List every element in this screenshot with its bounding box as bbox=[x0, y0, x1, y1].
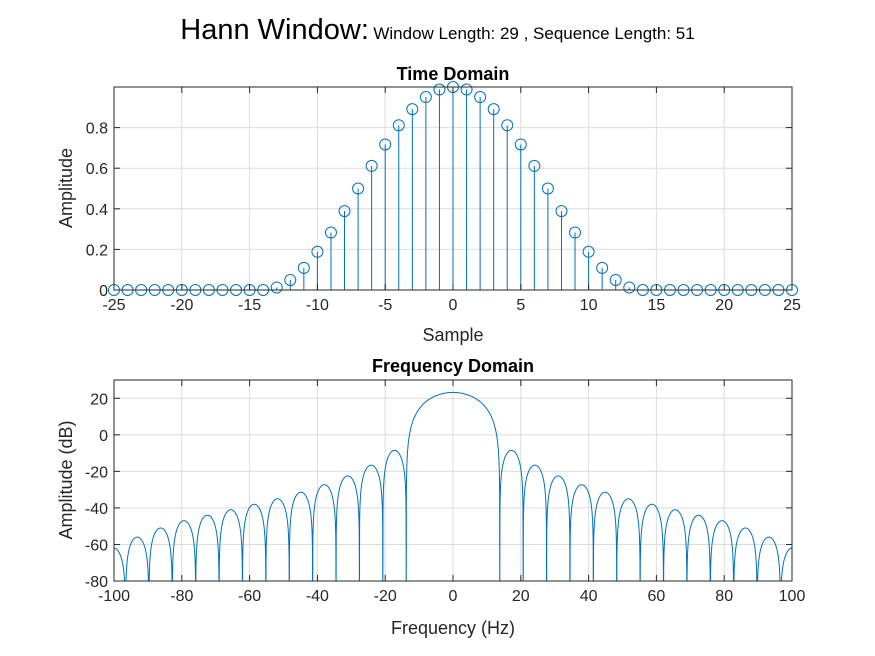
stem-marker bbox=[460, 83, 473, 96]
time-domain-xtick-label: -25 bbox=[102, 297, 125, 314]
frequency-domain-ytick-label: -60 bbox=[85, 537, 108, 554]
time-domain-ytick-label: 0.4 bbox=[86, 202, 108, 219]
time-domain-stems bbox=[108, 81, 798, 296]
frequency-domain-xtick-label: 60 bbox=[648, 588, 666, 605]
stem-marker bbox=[514, 138, 527, 151]
frequency-domain-xtick-label: -20 bbox=[374, 588, 397, 605]
stem-marker bbox=[474, 91, 487, 104]
stem-marker bbox=[596, 261, 609, 274]
frequency-domain-xtick-label: 20 bbox=[512, 588, 530, 605]
stem-marker bbox=[541, 182, 554, 195]
time-domain-xlabel: Sample bbox=[422, 325, 483, 345]
frequency-domain-line bbox=[114, 391, 792, 581]
frequency-domain-ytick-label: -80 bbox=[85, 574, 108, 591]
stem-marker bbox=[406, 103, 419, 116]
frequency-domain-xtick-label: -100 bbox=[98, 588, 130, 605]
frequency-domain-ytick-label: -40 bbox=[85, 501, 108, 518]
stem-marker bbox=[569, 226, 582, 239]
time-domain-ytick-label: 0 bbox=[99, 283, 108, 300]
stem-marker bbox=[555, 205, 568, 218]
stem-marker bbox=[311, 245, 324, 258]
stem-marker bbox=[392, 119, 405, 132]
frequency-domain-ticks: -100 -80 -60 -40 -20 0 20 40 60 80 100-80-60-40-20… bbox=[85, 380, 806, 605]
time-domain-xtick-label: 0 bbox=[449, 297, 458, 314]
time-domain-xtick-label: -5 bbox=[378, 297, 392, 314]
stem-marker bbox=[284, 273, 297, 286]
stem-marker bbox=[379, 138, 392, 151]
frequency-domain-xtick-label: -40 bbox=[306, 588, 329, 605]
frequency-domain-xtick-label: 0 bbox=[449, 588, 458, 605]
frequency-domain-grid bbox=[113, 380, 793, 582]
stem-marker bbox=[433, 83, 446, 96]
time-domain-xtick-label: 25 bbox=[783, 297, 801, 314]
frequency-domain-xlabel: Frequency (Hz) bbox=[391, 618, 515, 638]
frequency-domain-xtick-label: -60 bbox=[238, 588, 261, 605]
time-domain-xtick-label: -20 bbox=[170, 297, 193, 314]
frequency-domain-xtick-label: 40 bbox=[580, 588, 598, 605]
frequency-domain-xtick-label: -80 bbox=[170, 588, 193, 605]
time-domain-ytick-label: 0.6 bbox=[86, 161, 108, 178]
frequency-domain-ytick-label: 0 bbox=[99, 428, 108, 445]
frequency-domain-xtick-label: 80 bbox=[715, 588, 733, 605]
stem-marker bbox=[609, 273, 622, 286]
stem-marker bbox=[352, 182, 365, 195]
time-domain-xtick-label: -15 bbox=[238, 297, 261, 314]
stem-marker bbox=[528, 159, 541, 172]
stem-marker bbox=[365, 159, 378, 172]
stem-marker bbox=[270, 281, 283, 294]
frequency-domain-axes: -100 -80 -60 -40 -20 0 20 40 60 80 100-80-60-40-20… bbox=[56, 356, 805, 638]
time-domain-ticks: -25 -20 -15 -10 -5 0 5 10 15 20 25 0 0.2 0.4 0.6 0.8 bbox=[86, 87, 801, 314]
stem-marker bbox=[623, 281, 636, 294]
frequency-domain-ytick-label: -20 bbox=[85, 464, 108, 481]
time-domain-axes: -25 -20 -15 -10 -5 0 5 10 15 20 25 0 0.2 0.4 0.6 0.8 Ti… bbox=[56, 64, 801, 345]
time-domain-ytick-label: 0.2 bbox=[86, 242, 108, 259]
stem-marker bbox=[501, 119, 514, 132]
time-domain-title: Time Domain bbox=[397, 64, 510, 84]
stem-marker bbox=[338, 205, 351, 218]
stem-marker bbox=[297, 261, 310, 274]
time-domain-xtick-label: 10 bbox=[580, 297, 598, 314]
figure-title: Hann Window: Window Length: 29 , Sequenc… bbox=[0, 14, 875, 47]
time-domain-xtick-label: 5 bbox=[516, 297, 525, 314]
figure-title-main: Hann Window: bbox=[180, 14, 369, 46]
time-domain-ytick-label: 0.8 bbox=[86, 121, 108, 138]
stem-marker bbox=[324, 226, 337, 239]
time-domain-xtick-label: 15 bbox=[648, 297, 666, 314]
time-domain-xtick-label: -10 bbox=[306, 297, 329, 314]
time-domain-xtick-label: 20 bbox=[715, 297, 733, 314]
frequency-domain-ytick-label: 20 bbox=[90, 391, 108, 408]
stem-marker bbox=[487, 103, 500, 116]
frequency-domain-ylabel: Amplitude (dB) bbox=[56, 420, 76, 539]
frequency-domain-title: Frequency Domain bbox=[372, 356, 534, 376]
figure-title-sub: Window Length: 29 , Sequence Length: 51 bbox=[373, 24, 695, 43]
frequency-domain-xtick-label: 100 bbox=[779, 588, 806, 605]
frequency-response-curve bbox=[114, 391, 792, 581]
time-domain-ylabel: Amplitude bbox=[56, 148, 76, 228]
stem-marker bbox=[419, 91, 432, 104]
stem-marker bbox=[582, 245, 595, 258]
